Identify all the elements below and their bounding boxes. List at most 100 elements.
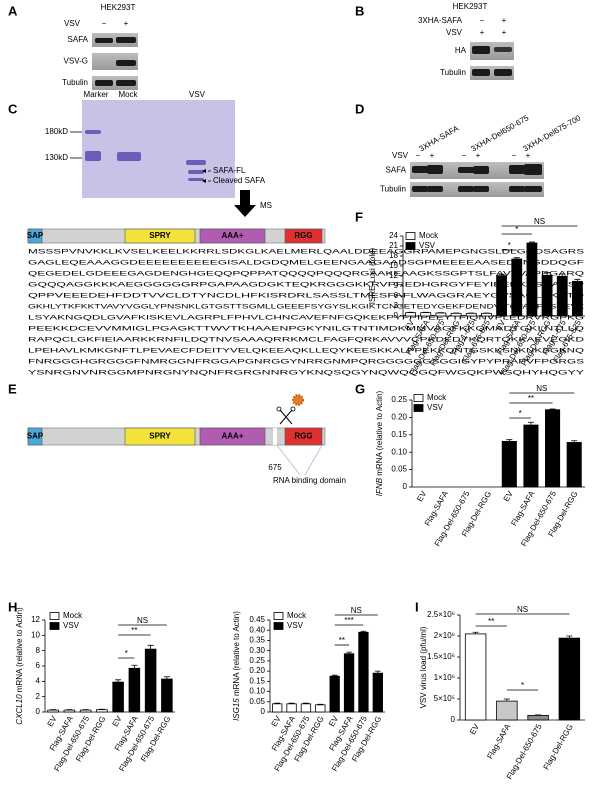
domain	[284, 427, 323, 446]
arrow-head	[202, 169, 206, 173]
bar	[112, 681, 124, 713]
legend-swatch	[273, 622, 284, 630]
y-tick-label: 21	[389, 241, 398, 250]
lane-sign: +	[502, 28, 507, 37]
sequence-line: PEEKKDCEVVMMIGLPGAGKTTWVTKHAAENPGKYNILGT…	[28, 326, 584, 333]
bar	[556, 275, 568, 317]
sequence-line: QPPVEEEDEHFDDTVVCLDTYNCDLHFKISRDRLSASSLT…	[28, 293, 584, 300]
y-tick-label: 1.5×10⁶	[427, 652, 455, 661]
y-tick-label: 2×10⁶	[434, 631, 455, 640]
domain	[199, 427, 266, 446]
gel-band	[85, 130, 101, 134]
lane-sign: +	[124, 19, 129, 28]
y-axis-text: mRNA (relative to Actin)	[232, 611, 241, 698]
error-bar	[374, 670, 381, 674]
scissors	[276, 406, 282, 412]
band	[116, 60, 136, 66]
gel-band	[186, 160, 206, 165]
band	[412, 166, 428, 173]
error-bar	[574, 278, 581, 282]
error-bar	[163, 676, 170, 680]
domain-label: SAP	[27, 432, 44, 441]
bar	[496, 275, 507, 317]
bar	[420, 312, 432, 317]
sequence-line: GKHLYTKFKKTVAVYVGGLYPNSNKLGTGSTTSGMLLGEE…	[28, 304, 584, 311]
lane-sign: +	[502, 16, 507, 25]
lane-sign: +	[526, 151, 531, 160]
legend-swatch	[405, 242, 416, 250]
bar	[450, 312, 462, 317]
bar	[144, 648, 157, 713]
band	[524, 164, 542, 175]
bar	[47, 709, 59, 713]
error-bar	[147, 644, 154, 650]
bar	[496, 700, 518, 721]
y-tick-label: 0.15	[249, 676, 265, 685]
y-tick-label: 0.10	[391, 447, 407, 456]
error-bar	[360, 630, 367, 633]
sequence-line: MSSSPVNVKKLKVSELKEELKKRRLSDKGLKAELMERLQA…	[28, 249, 584, 256]
lane-sign: −	[512, 151, 517, 160]
band-label: SAFA-FL	[213, 166, 246, 175]
lane-sign: −	[102, 19, 107, 28]
domain	[27, 427, 43, 446]
significance-label: *	[508, 241, 511, 250]
band	[494, 47, 512, 52]
domain	[124, 427, 196, 446]
error-bar	[527, 421, 534, 426]
bar	[329, 675, 340, 713]
significance-label: NS	[536, 384, 547, 393]
y-tick-label: 0.20	[249, 666, 265, 675]
domain-label: AAA+	[221, 231, 243, 240]
band	[524, 186, 542, 192]
panel-label: E	[8, 381, 17, 396]
band	[494, 69, 512, 76]
y-tick-label: 0.10	[249, 687, 265, 696]
treatment-label: VSV	[446, 28, 463, 37]
band	[95, 38, 113, 43]
panel-label: F	[355, 209, 363, 224]
y-tick-label: 0.45	[249, 615, 265, 624]
y-axis-gene: IFNB	[375, 477, 384, 496]
error-bar	[566, 635, 573, 639]
y-tick-label: 6	[36, 661, 41, 670]
error-bar	[472, 631, 479, 634]
legend-swatch	[405, 232, 416, 240]
error-bar	[274, 702, 281, 704]
error-bar	[503, 698, 510, 702]
legend-label: Mock	[63, 611, 83, 620]
panel-label: A	[8, 3, 18, 18]
error-bar	[559, 273, 566, 277]
y-axis-label: ISG15 mRNA (relative to Actin)	[232, 611, 241, 721]
legend-swatch	[413, 404, 424, 412]
y-axis-label: CXCL10 mRNA (relative to Actin)	[15, 607, 24, 725]
y-axis-gene: ISG15	[232, 698, 241, 721]
bar	[541, 274, 553, 317]
legend-label: VSV	[419, 241, 436, 250]
blot-label: Tubulin	[62, 78, 88, 87]
bar	[558, 637, 581, 721]
panel-label: I	[415, 599, 419, 614]
significance-label: NS	[137, 616, 148, 625]
sequence-line: LPEHAVLKMKGNFTLPEVAECFDEITYVELQKEEAQKLLE…	[28, 348, 584, 355]
y-tick-label: 0.20	[391, 413, 407, 422]
y-tick-label: 24	[389, 231, 398, 240]
y-tick-label: 0.35	[249, 636, 265, 645]
y-axis-label: ISRE-Luci (fold)	[368, 247, 377, 304]
band	[427, 186, 443, 192]
y-tick-label: 6	[394, 291, 399, 300]
domain	[124, 228, 196, 244]
marker-label: 180kD	[45, 127, 68, 136]
y-tick-label: 2.5×10⁶	[427, 610, 455, 619]
bar	[358, 631, 369, 713]
significance-label: **	[528, 394, 534, 403]
gel-band	[188, 170, 204, 174]
gel-band	[188, 178, 204, 181]
virus	[292, 394, 304, 406]
domain-label: SPRY	[149, 231, 171, 240]
bar	[272, 703, 283, 713]
bar	[161, 678, 173, 713]
error-bar	[131, 664, 138, 669]
significance-label: NS	[534, 217, 545, 226]
error-bar	[498, 273, 505, 276]
